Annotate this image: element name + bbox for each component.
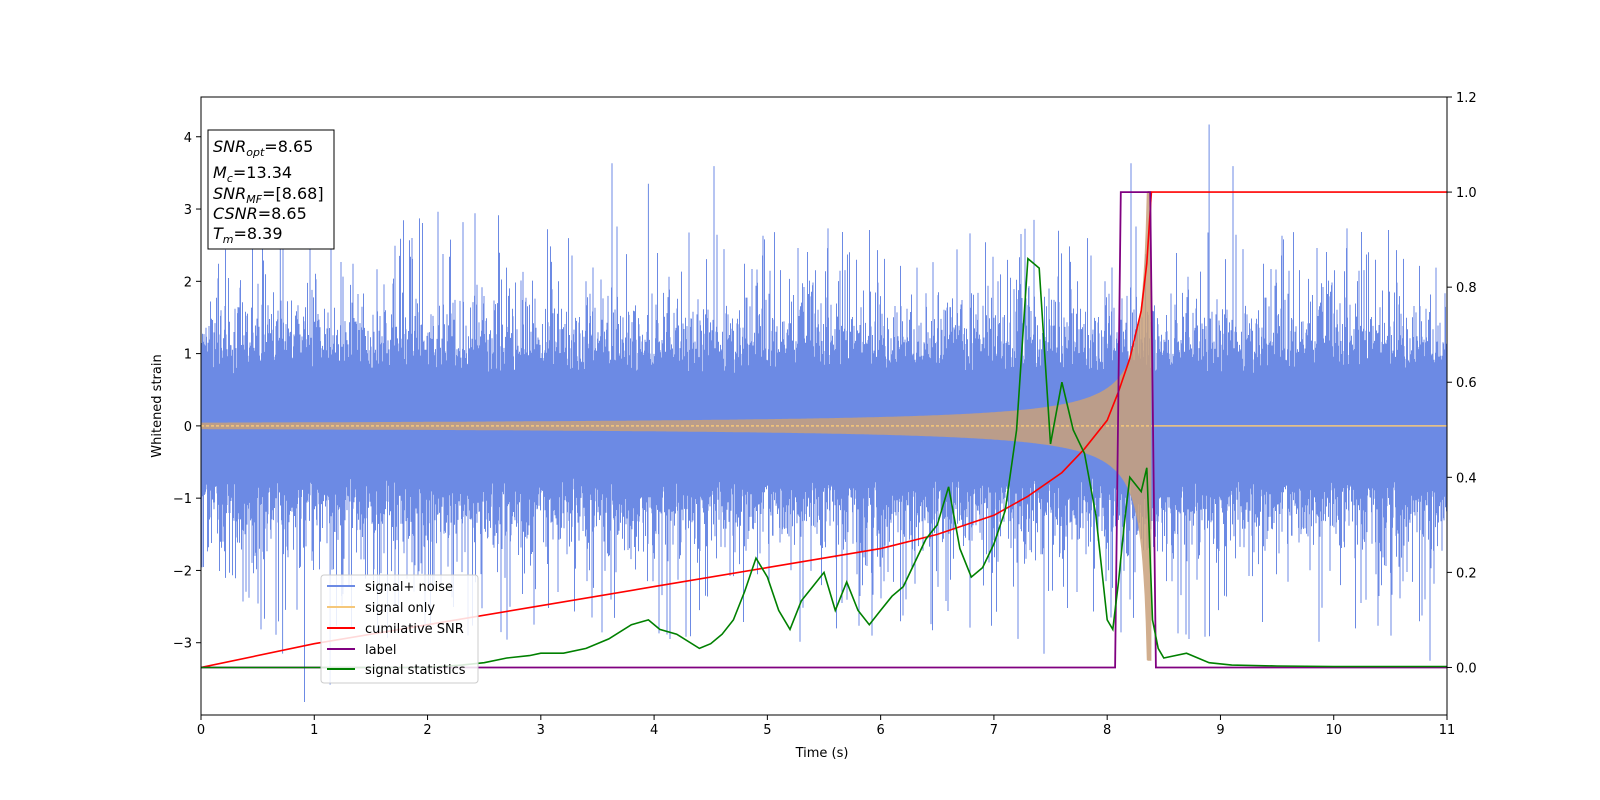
legend: signal+ noise signal only cumilative SNR…	[320, 574, 479, 684]
x-tick-label: 4	[650, 723, 658, 738]
info-snr-opt: SNRopt=8.65	[213, 137, 313, 159]
y-right-tick-label: 0.6	[1456, 376, 1477, 391]
y-left-tick-label: −1	[173, 492, 192, 507]
info-box: SNRopt=8.65 Mc=13.34 SNRMF=[8.68] CSNR=8…	[207, 129, 335, 250]
y-left-tick-label: 4	[184, 131, 192, 146]
y-left-tick-label: 0	[184, 420, 192, 435]
label-line	[201, 191, 1447, 669]
right-y-axis: 0.0 0.2 0.4 0.6 0.8 1.0 1.2	[1447, 91, 1477, 676]
info-csnr: CSNR=8.65	[213, 204, 307, 223]
x-tick-label: 5	[763, 723, 771, 738]
y-left-tick-label: −2	[173, 564, 192, 579]
x-tick-label: 8	[1103, 723, 1111, 738]
x-tick-label: 10	[1325, 723, 1342, 738]
x-tick-label: 7	[990, 723, 998, 738]
y-left-tick-label: 3	[184, 203, 192, 218]
y-right-tick-label: 1.0	[1456, 186, 1477, 201]
data-layer	[201, 124, 1447, 702]
left-y-axis: −3 −2 −1 0 1 2 3 4	[173, 131, 201, 652]
y-right-tick-label: 0.0	[1456, 661, 1477, 676]
legend-label-noise: signal+ noise	[365, 580, 453, 595]
x-tick-label: 6	[876, 723, 884, 738]
x-tick-label: 3	[537, 723, 545, 738]
y-right-tick-label: 0.8	[1456, 281, 1477, 296]
y-right-tick-label: 0.2	[1456, 566, 1477, 581]
legend-label-label: label	[365, 643, 396, 658]
y-left-tick-label: −3	[173, 637, 192, 652]
x-tick-label: 11	[1439, 723, 1456, 738]
legend-label-csnr: cumilative SNR	[365, 622, 464, 637]
x-tick-label: 9	[1216, 723, 1224, 738]
x-tick-label: 2	[423, 723, 431, 738]
info-mc: Mc=13.34	[213, 163, 292, 185]
x-axis-label: Time (s)	[795, 746, 849, 761]
legend-label-stats: signal statistics	[365, 663, 466, 678]
plot-frame	[200, 96, 1448, 716]
y-left-tick-label: 2	[184, 275, 192, 290]
y-right-tick-label: 0.4	[1456, 471, 1477, 486]
x-tick-label: 1	[310, 723, 318, 738]
info-tm: Tm=8.39	[213, 224, 283, 246]
x-axis: 0 1 2 3 4 5 6 7 8 9 10 11	[197, 715, 1455, 738]
y-right-tick-label: 1.2	[1456, 91, 1477, 106]
cumilative-snr-line	[201, 191, 1447, 669]
info-snr-mf: SNRMF=[8.68]	[213, 184, 324, 206]
y-left-tick-label: 1	[184, 348, 192, 363]
signal-statistics-line	[201, 256, 1447, 669]
legend-label-signal: signal only	[365, 601, 435, 616]
y-axis-label: Whitened strain	[150, 354, 165, 457]
x-tick-label: 0	[197, 723, 205, 738]
